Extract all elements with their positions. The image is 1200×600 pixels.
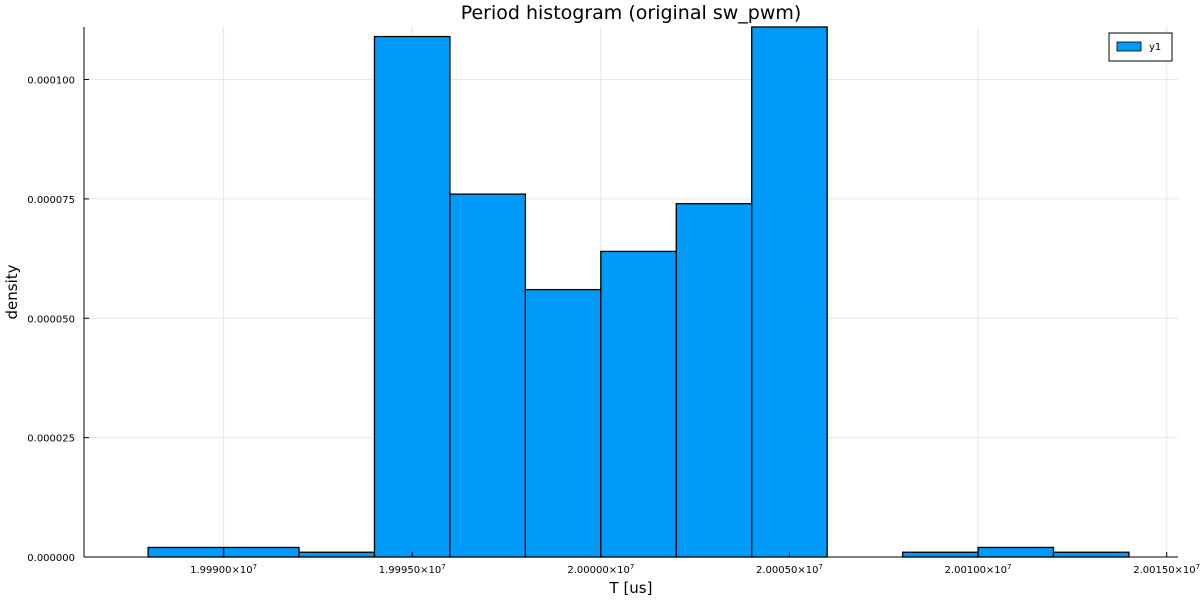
histogram-bar <box>449 193 527 558</box>
x-axis-label: T [us] <box>609 579 653 597</box>
legend-swatch <box>1116 41 1142 52</box>
x-tick-label: 2.00100×107 <box>945 563 1012 576</box>
histogram-bar <box>298 551 376 558</box>
y-tick-label: 0.000000 <box>27 553 75 564</box>
ticks-layer: 1.99900×107 1.99950×107 2.00000×107 2.00050… <box>27 76 1200 576</box>
histogram-bar <box>675 203 753 558</box>
legend: y1 <box>1108 32 1173 62</box>
histogram-bar <box>147 546 225 558</box>
axes-layer <box>83 27 1178 558</box>
histogram-bar <box>977 546 1055 558</box>
x-tick-label: 2.00000×107 <box>567 563 634 576</box>
legend-label: y1 <box>1149 42 1161 53</box>
histogram-bar <box>524 288 602 558</box>
chart-title: Period histogram (original sw_pwm) <box>461 2 802 24</box>
histogram-bar <box>600 250 677 558</box>
histogram-bar <box>1052 551 1130 558</box>
y-tick-label: 0.000075 <box>27 195 75 206</box>
x-tick-label: 1.99950×107 <box>379 563 446 576</box>
bars-layer <box>147 26 1130 558</box>
histogram-bar <box>222 546 300 558</box>
y-tick-label: 0.000025 <box>27 434 75 445</box>
x-tick-label: 2.00150×107 <box>1133 563 1200 576</box>
y-axis-label: density <box>3 264 21 319</box>
x-tick-label: 2.00050×107 <box>756 563 823 576</box>
histogram-bar <box>373 35 451 558</box>
histogram-bar <box>751 26 828 558</box>
y-tick-label: 0.000100 <box>27 76 75 87</box>
histogram-bar <box>901 551 979 558</box>
x-tick-label: 1.99900×107 <box>190 563 257 576</box>
y-tick-label: 0.000050 <box>27 314 75 325</box>
